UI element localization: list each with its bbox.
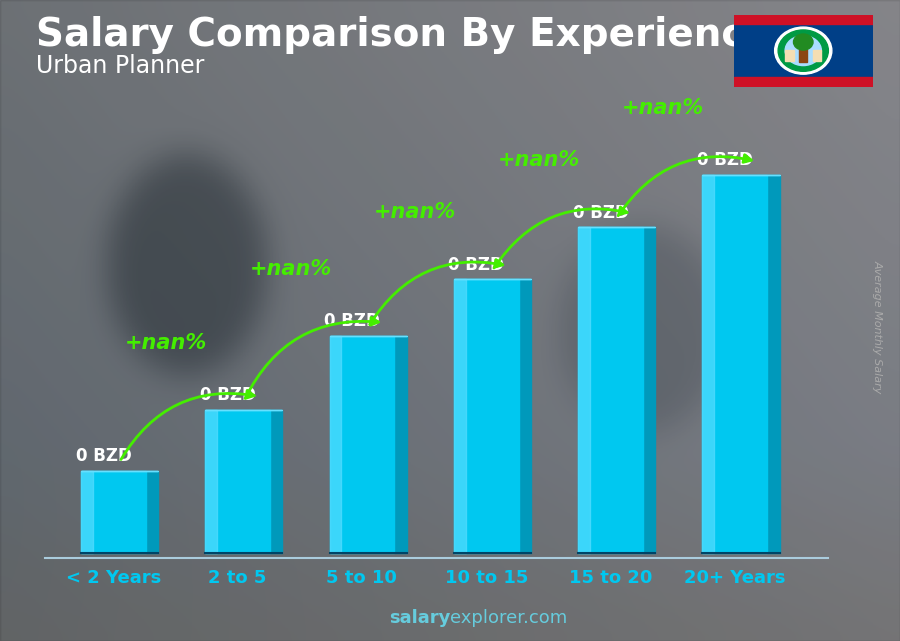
Bar bbox=[329, 336, 341, 553]
Text: +nan%: +nan% bbox=[249, 259, 331, 279]
Circle shape bbox=[775, 27, 832, 74]
Bar bbox=[578, 227, 590, 553]
Polygon shape bbox=[643, 227, 655, 553]
Bar bbox=[813, 50, 822, 61]
Circle shape bbox=[785, 36, 822, 65]
Bar bbox=[734, 78, 873, 87]
Bar bbox=[81, 470, 146, 553]
Bar bbox=[703, 174, 714, 553]
Text: Urban Planner: Urban Planner bbox=[36, 54, 204, 78]
Text: explorer.com: explorer.com bbox=[450, 609, 567, 627]
Polygon shape bbox=[518, 279, 531, 553]
Text: 0 BZD: 0 BZD bbox=[200, 387, 256, 404]
Bar bbox=[578, 227, 643, 553]
Text: +nan%: +nan% bbox=[498, 150, 580, 170]
Text: 0 BZD: 0 BZD bbox=[572, 204, 628, 222]
Polygon shape bbox=[767, 174, 779, 553]
Polygon shape bbox=[146, 470, 158, 553]
Text: 0 BZD: 0 BZD bbox=[324, 312, 380, 330]
Bar bbox=[205, 410, 270, 553]
Text: 0 BZD: 0 BZD bbox=[448, 256, 504, 274]
Polygon shape bbox=[270, 410, 283, 553]
Circle shape bbox=[794, 34, 813, 50]
Text: Salary Comparison By Experience: Salary Comparison By Experience bbox=[36, 16, 770, 54]
Bar bbox=[454, 279, 518, 553]
Circle shape bbox=[778, 30, 828, 71]
Bar bbox=[799, 49, 807, 62]
Text: 0 BZD: 0 BZD bbox=[76, 447, 131, 465]
Text: salary: salary bbox=[389, 609, 450, 627]
Bar bbox=[703, 174, 767, 553]
Bar bbox=[734, 15, 873, 24]
Bar bbox=[81, 470, 93, 553]
Polygon shape bbox=[394, 336, 407, 553]
Text: +nan%: +nan% bbox=[125, 333, 207, 353]
Text: +nan%: +nan% bbox=[622, 98, 705, 118]
Text: Average Monthly Salary: Average Monthly Salary bbox=[872, 260, 883, 394]
Bar bbox=[205, 410, 217, 553]
Bar bbox=[785, 50, 794, 61]
Text: +nan%: +nan% bbox=[374, 203, 456, 222]
Bar bbox=[454, 279, 465, 553]
Bar bbox=[329, 336, 394, 553]
Text: 0 BZD: 0 BZD bbox=[697, 151, 752, 169]
